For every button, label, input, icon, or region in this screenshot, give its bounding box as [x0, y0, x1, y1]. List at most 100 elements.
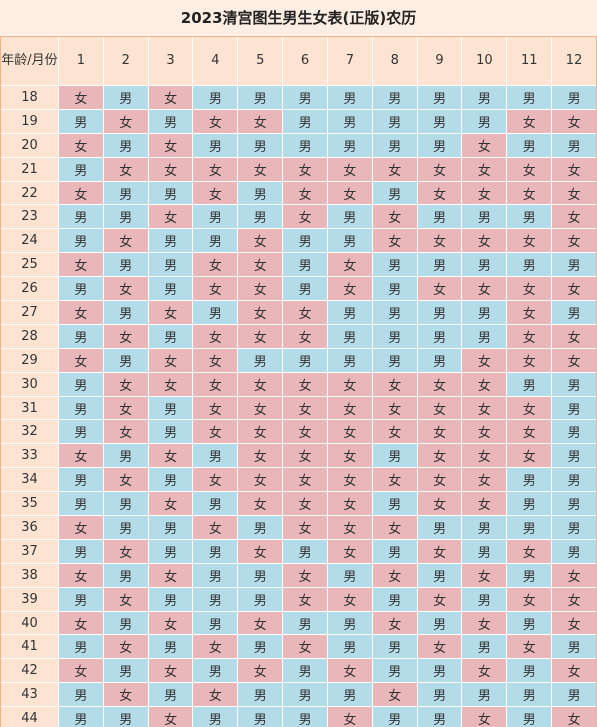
gender-cell: 女 — [462, 372, 507, 396]
gender-cell: 男 — [148, 253, 193, 277]
gender-cell: 女 — [507, 277, 552, 301]
gender-cell: 女 — [148, 86, 193, 109]
gender-cell: 男 — [148, 539, 193, 563]
gender-cell: 男 — [417, 133, 462, 157]
gender-cell: 女 — [507, 348, 552, 372]
gender-cell: 男 — [283, 659, 327, 683]
month-header: 8 — [372, 37, 417, 85]
gender-cell: 男 — [417, 611, 462, 635]
gender-cell: 男 — [552, 635, 596, 659]
gender-cell: 男 — [507, 563, 552, 587]
month-header: 4 — [193, 37, 238, 85]
gender-cell: 女 — [238, 277, 283, 301]
gender-cell: 男 — [552, 420, 596, 444]
gender-cell: 男 — [193, 492, 238, 516]
age-label: 21 — [1, 157, 58, 181]
gender-cell: 男 — [238, 635, 283, 659]
gender-cell: 女 — [327, 492, 372, 516]
gender-cell: 男 — [238, 86, 283, 109]
gender-cell: 男 — [59, 277, 103, 301]
gender-cell: 男 — [103, 301, 148, 324]
gender-cell: 男 — [327, 635, 372, 659]
gender-cell: 女 — [372, 157, 417, 181]
gender-cell: 女 — [148, 348, 193, 372]
gender-cell: 女 — [148, 492, 193, 516]
gender-cell: 男 — [193, 611, 238, 635]
gender-cell: 男 — [372, 444, 417, 468]
gender-cell: 女 — [462, 157, 507, 181]
gender-cell: 女 — [372, 516, 417, 539]
gender-cell: 女 — [462, 229, 507, 253]
gender-cell: 女 — [552, 205, 596, 229]
gender-cell: 男 — [327, 611, 372, 635]
gender-cell: 男 — [283, 348, 327, 372]
gender-cell: 女 — [327, 396, 372, 420]
month-header: 7 — [327, 37, 372, 85]
gender-cell: 女 — [59, 563, 103, 587]
gender-cell: 女 — [283, 516, 327, 539]
gender-cell: 女 — [59, 516, 103, 539]
gender-cell: 男 — [193, 205, 238, 229]
gender-cell: 女 — [462, 707, 507, 727]
gender-cell: 男 — [103, 348, 148, 372]
gender-cell: 女 — [507, 157, 552, 181]
gender-cell: 女 — [417, 444, 462, 468]
age-label: 33 — [1, 444, 58, 468]
gender-cell: 女 — [507, 181, 552, 205]
gender-cell: 男 — [417, 324, 462, 348]
gender-cell: 男 — [59, 635, 103, 659]
gender-cell: 女 — [283, 301, 327, 324]
gender-cell: 男 — [238, 683, 283, 707]
gender-cell: 女 — [193, 420, 238, 444]
gender-cell: 男 — [238, 348, 283, 372]
gender-cell: 女 — [283, 492, 327, 516]
gender-cell: 女 — [59, 86, 103, 109]
gender-cell: 女 — [327, 157, 372, 181]
gender-cell: 女 — [103, 324, 148, 348]
gender-cell: 女 — [552, 707, 596, 727]
age-label: 24 — [1, 229, 58, 253]
gender-cell: 女 — [103, 396, 148, 420]
gender-cell: 女 — [148, 372, 193, 396]
gender-cell: 女 — [462, 277, 507, 301]
gender-cell: 女 — [238, 324, 283, 348]
gender-cell: 男 — [462, 587, 507, 611]
gender-cell: 男 — [193, 659, 238, 683]
gender-cell: 男 — [417, 301, 462, 324]
gender-cell: 男 — [552, 468, 596, 492]
gender-cell: 男 — [148, 109, 193, 133]
gender-cell: 女 — [103, 109, 148, 133]
gender-cell: 男 — [552, 492, 596, 516]
gender-cell: 女 — [103, 420, 148, 444]
gender-cell: 女 — [462, 420, 507, 444]
gender-cell: 男 — [103, 181, 148, 205]
gender-cell: 女 — [193, 109, 238, 133]
gender-cell: 女 — [103, 468, 148, 492]
gender-cell: 女 — [238, 301, 283, 324]
gender-cell: 男 — [103, 516, 148, 539]
gender-cell: 女 — [193, 277, 238, 301]
gender-cell: 男 — [417, 707, 462, 727]
gender-cell: 男 — [417, 205, 462, 229]
gender-cell: 女 — [327, 468, 372, 492]
gender-cell: 女 — [193, 253, 238, 277]
gender-cell: 女 — [327, 587, 372, 611]
gender-cell: 男 — [552, 396, 596, 420]
gender-cell: 女 — [327, 420, 372, 444]
gender-cell: 女 — [283, 635, 327, 659]
gender-cell: 女 — [283, 396, 327, 420]
gender-cell: 男 — [59, 157, 103, 181]
gender-cell: 男 — [238, 587, 283, 611]
gender-cell: 女 — [372, 372, 417, 396]
gender-cell: 男 — [148, 587, 193, 611]
gender-cell: 男 — [193, 301, 238, 324]
gender-cell: 女 — [372, 683, 417, 707]
gender-cell: 男 — [103, 86, 148, 109]
gender-cell: 男 — [372, 109, 417, 133]
gender-cell: 男 — [372, 133, 417, 157]
gender-cell: 男 — [59, 492, 103, 516]
gender-cell: 男 — [283, 611, 327, 635]
age-label: 29 — [1, 348, 58, 372]
gender-cell: 女 — [507, 301, 552, 324]
gender-cell: 女 — [417, 229, 462, 253]
